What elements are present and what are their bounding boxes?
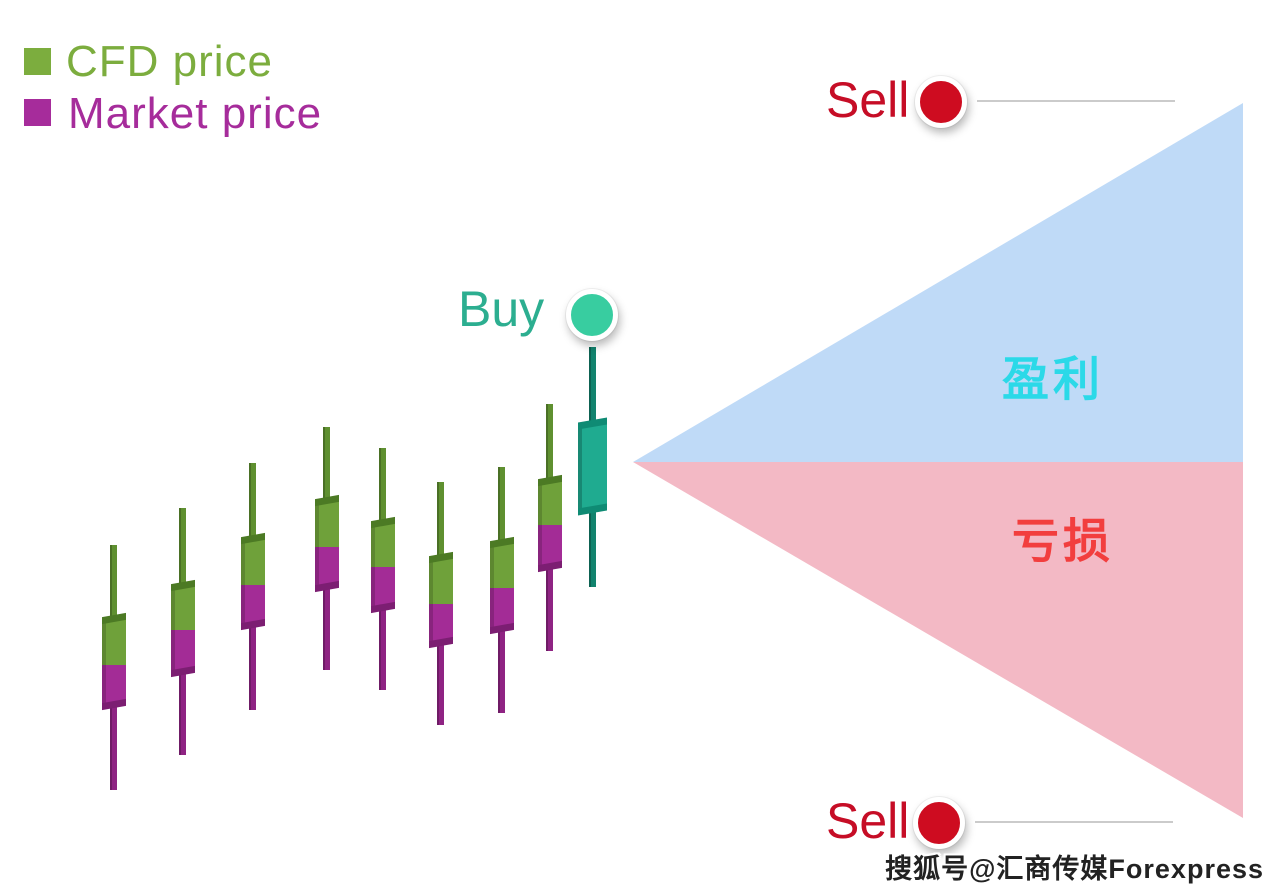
- market-bottom-wick: [379, 604, 386, 690]
- market-price-swatch: [24, 99, 51, 126]
- cfd-price-body: [102, 618, 126, 665]
- legend-label-market: Market price: [68, 89, 323, 138]
- market-price-body: [102, 665, 126, 705]
- sell-top-label: Sell: [826, 72, 910, 128]
- sell-bottom-dot-icon: [913, 797, 965, 849]
- buy-candle-top-wick: [589, 347, 596, 431]
- market-price-body: [538, 525, 562, 567]
- cfd-price-body: [371, 522, 395, 567]
- market-bottom-wick: [498, 625, 505, 713]
- cfd-price-body: [429, 557, 453, 604]
- market-bottom-wick: [437, 639, 444, 725]
- buy-dot-icon: [566, 289, 618, 341]
- cfd-top-wick: [110, 545, 117, 626]
- cfd-top-wick: [379, 448, 386, 530]
- market-bottom-wick: [249, 621, 256, 710]
- cfd-top-wick: [323, 427, 330, 508]
- market-price-body: [371, 567, 395, 608]
- legend-label-cfd: CFD price: [66, 37, 274, 86]
- loss-zone-label: 亏损: [1012, 514, 1114, 568]
- market-price-body: [171, 630, 195, 672]
- sell-bottom-line: [975, 821, 1173, 823]
- cfd-top-wick: [498, 467, 505, 550]
- market-price-body: [241, 585, 265, 625]
- cfd-price-body: [490, 542, 514, 588]
- buy-label: Buy: [458, 281, 545, 337]
- profit-zone-label: 盈利: [1002, 352, 1104, 406]
- watermark: 搜狐号@汇商传媒Forexpress: [885, 854, 1264, 884]
- market-price-body: [490, 588, 514, 629]
- cfd-top-wick: [179, 508, 186, 593]
- market-bottom-wick: [179, 668, 186, 755]
- market-price-body: [429, 604, 453, 643]
- market-price-body: [315, 547, 339, 587]
- cfd-price-swatch: [24, 48, 51, 75]
- market-bottom-wick: [323, 583, 330, 670]
- cfd-top-wick: [249, 463, 256, 546]
- buy-candle-body: [578, 423, 607, 510]
- sell-top-line: [977, 100, 1175, 102]
- sell-top-dot-icon: [915, 76, 967, 128]
- cfd-price-body: [171, 585, 195, 630]
- cfd-top-wick: [437, 482, 444, 565]
- buy-candle-bottom-wick: [589, 506, 596, 587]
- market-bottom-wick: [110, 701, 117, 790]
- cfd-price-body: [315, 500, 339, 547]
- cfd-price-body: [241, 538, 265, 585]
- market-bottom-wick: [546, 563, 553, 651]
- cfd-top-wick: [546, 404, 553, 488]
- cfd-price-body: [538, 480, 562, 525]
- sell-bottom-label: Sell: [826, 793, 910, 849]
